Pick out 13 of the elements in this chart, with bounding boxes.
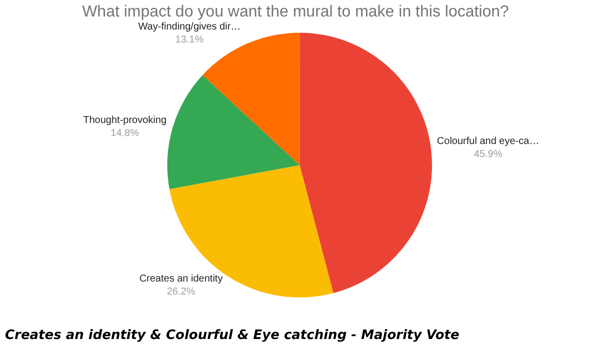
slice-label: Creates an identity — [139, 273, 223, 284]
data-label: 26.2% — [166, 286, 196, 298]
pie-slice — [300, 32, 432, 294]
slice-label: Colourful and eye-ca… — [436, 136, 540, 147]
chart-title: What impact do you want the mural to make in this location? — [82, 3, 510, 20]
pie-slice — [202, 32, 300, 166]
data-label: 13.1% — [175, 34, 204, 46]
text: Creates an identity & Colourful & Eye catching - Majority Vote — [5, 328, 460, 343]
data-label: 14.8% — [110, 128, 140, 140]
pie-slice — [167, 75, 300, 190]
slice-label: Thought-provoking — [83, 115, 167, 126]
data-label: 45.9% — [474, 148, 502, 160]
slice-label: Way-finding/gives dir… — [138, 22, 241, 33]
